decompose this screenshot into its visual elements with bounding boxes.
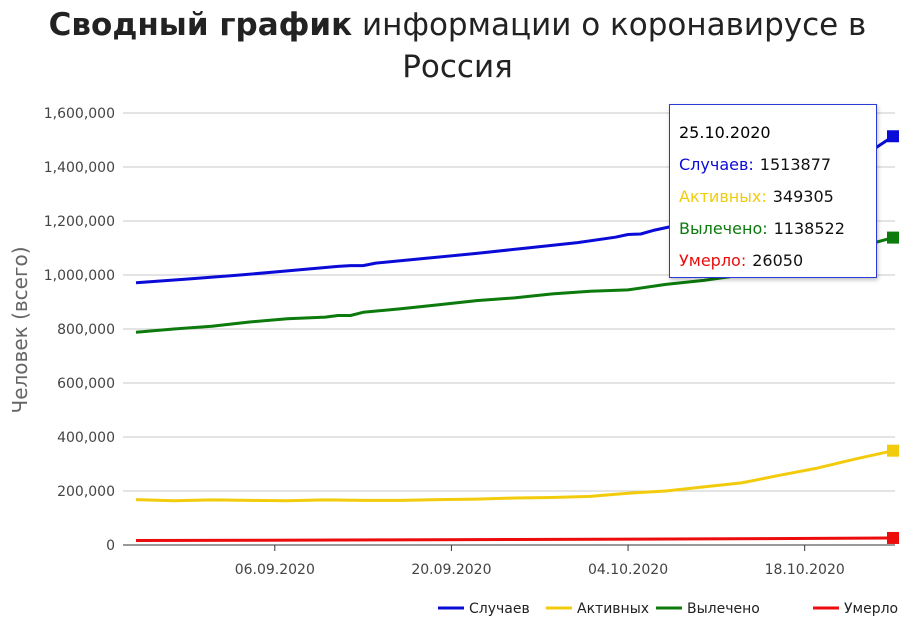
hover-tooltip: 25.10.2020 Случаев: 1513877 Активных: 3493…	[669, 104, 877, 278]
y-tick-label: 1,200,000	[44, 214, 115, 230]
tooltip-row-recovered: Вылечено: 1138522	[679, 213, 876, 245]
legend-label: Случаев	[469, 601, 530, 617]
legend-label: Вылечено	[687, 601, 760, 617]
grid-lines	[123, 112, 895, 546]
y-tick-label: 1,000,000	[44, 268, 115, 284]
x-tick-label: 06.09.2020	[235, 562, 315, 578]
series-end-marker-2[interactable]	[887, 231, 899, 244]
legend-label: Активных	[577, 601, 649, 617]
tooltip-label-cases: Случаев:	[679, 155, 754, 174]
tooltip-label-deaths: Умерло:	[679, 251, 747, 270]
y-tick-label: 0	[106, 538, 115, 554]
tooltip-row-active: Активных: 349305	[679, 181, 876, 213]
tooltip-date: 25.10.2020	[679, 123, 771, 142]
y-tick-label: 600,000	[57, 376, 115, 392]
tooltip-value-recovered: 1138522	[773, 219, 845, 238]
legend-item-2[interactable]: Вылечено	[656, 601, 760, 617]
axes: 0 200,000 400,000 600,000 800,000 1,000,000 1,…	[8, 106, 845, 578]
chart-title: Сводный график информации о коронавирусе…	[0, 4, 915, 88]
tooltip-value-cases: 1513877	[759, 155, 832, 174]
tooltip-value-deaths: 26050	[752, 251, 804, 270]
x-tick-label: 18.10.2020	[765, 562, 845, 578]
x-tick-label: 20.09.2020	[411, 562, 491, 578]
y-tick-label: 800,000	[57, 322, 115, 338]
x-tick-label: 04.10.2020	[588, 562, 668, 578]
series-line-1[interactable]	[135, 449, 894, 503]
legend-item-1[interactable]: Активных	[546, 601, 649, 617]
tooltip-row-deaths: Умерло: 26050	[679, 245, 876, 277]
chart-title-bold: Сводный график	[48, 7, 353, 43]
y-axis-label: Человек (всего)	[8, 246, 32, 413]
y-tick-label: 400,000	[57, 430, 115, 446]
series-end-marker-3[interactable]	[887, 531, 899, 544]
tooltip-label-active: Активных:	[679, 187, 767, 206]
legend-item-0[interactable]: Случаев	[438, 601, 530, 617]
legend-label: Умерло	[844, 601, 898, 617]
y-tick-label: 1,400,000	[44, 160, 115, 176]
series-end-marker-1[interactable]	[887, 444, 899, 457]
legend-item-3[interactable]: Умерло	[813, 601, 898, 617]
series-end-marker-0[interactable]	[887, 130, 899, 143]
chart-title-regular: информации о коронавирусе в Россия	[362, 7, 867, 85]
series-line-3[interactable]	[135, 536, 894, 542]
tooltip-row-cases: Случаев: 1513877	[679, 149, 876, 181]
y-tick-label: 200,000	[57, 484, 115, 500]
y-tick-label: 1,600,000	[44, 106, 115, 122]
tooltip-value-active: 349305	[772, 187, 834, 206]
legend[interactable]: Случаев Активных Вылечено Умерло	[438, 601, 898, 617]
tooltip-label-recovered: Вылечено:	[679, 219, 768, 238]
